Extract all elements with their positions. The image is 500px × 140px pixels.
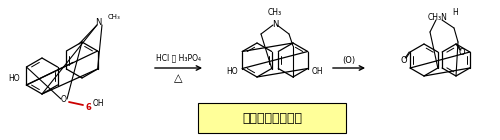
Text: O: O [61,95,67,104]
FancyBboxPatch shape [198,103,346,133]
Text: CH₃: CH₃ [108,14,121,20]
Text: HO: HO [226,67,238,76]
Text: 6: 6 [85,102,91,111]
Text: OH: OH [93,99,104,108]
Text: HCl 或 H₃PO₄: HCl 或 H₃PO₄ [156,53,200,62]
Text: CH₃: CH₃ [268,8,282,17]
Text: O: O [458,47,466,57]
Text: H: H [452,8,458,17]
Text: (O): (O) [342,55,355,65]
Text: OH: OH [312,67,324,76]
Text: HO: HO [8,74,20,82]
Text: O: O [401,55,407,65]
Text: △: △ [174,73,182,83]
Text: 阿扑吗啡（催吐）: 阿扑吗啡（催吐） [242,111,302,124]
Text: N: N [272,19,278,29]
Text: N: N [95,18,101,26]
Text: CH₃N: CH₃N [428,12,448,22]
